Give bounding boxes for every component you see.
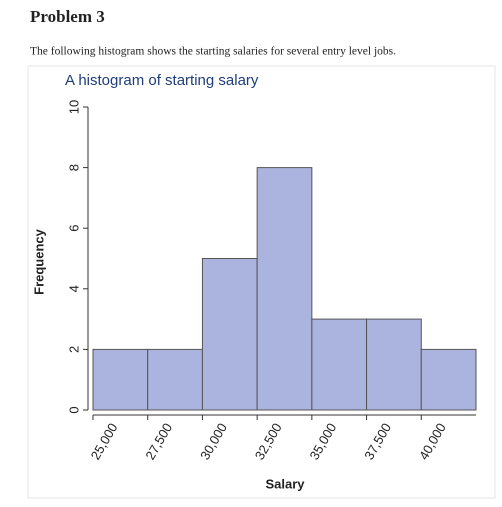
y-tick-label: 2	[66, 346, 81, 353]
bar	[311, 318, 368, 411]
chart-title: A histogram of starting salary	[65, 72, 259, 89]
y-tick-label: 0	[66, 406, 81, 413]
problem-text: The following histogram shows the starti…	[30, 46, 396, 58]
x-tick-label: 30,000	[197, 420, 230, 462]
y-tick-label: 8	[66, 164, 81, 171]
y-tick-label: 10	[66, 100, 81, 114]
y-tick-label: 6	[66, 225, 81, 232]
x-axis-label: Salary	[265, 476, 305, 491]
x-tick-label: 25,000	[88, 420, 121, 462]
bar	[147, 348, 203, 411]
x-tick-label: 32,500	[252, 420, 285, 462]
y-axis-label: Frequency	[31, 228, 46, 295]
problem-title: Problem 3	[30, 7, 105, 26]
bar	[92, 348, 149, 411]
x-tick-label: 27,500	[142, 420, 175, 462]
x-tick-label: 35,000	[307, 420, 340, 462]
bar	[201, 258, 258, 411]
bar	[256, 167, 313, 411]
bar	[366, 318, 422, 411]
bar	[420, 348, 477, 411]
x-tick-label: 37,500	[361, 420, 394, 462]
chart-frame	[27, 65, 496, 499]
x-tick-label: 40,000	[416, 420, 449, 462]
y-tick-label: 4	[66, 285, 81, 292]
